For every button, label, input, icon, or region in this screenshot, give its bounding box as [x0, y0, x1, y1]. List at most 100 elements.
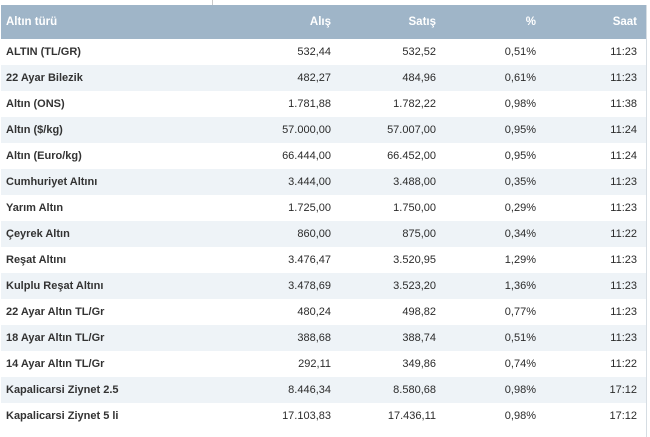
cell-sell: 17.436,11: [387, 410, 436, 422]
cell-sell: 875,00: [402, 228, 436, 240]
table-row[interactable]: Reşat Altını 3.476,47 3.520,95 1,29% 11:…: [1, 247, 646, 273]
cell-buy: 3.444,00: [288, 176, 331, 188]
cell-sell: 498,82: [402, 306, 436, 318]
cell-time: 11:23: [610, 280, 637, 292]
divider: [212, 0, 213, 5]
cell-name: Kapalicarsi Ziynet 2.5: [6, 384, 119, 396]
cell-change: 0,98%: [504, 98, 536, 110]
table-row[interactable]: Kapalicarsi Ziynet 5 li 17.103,83 17.436…: [1, 403, 646, 429]
cell-sell: 532,52: [402, 46, 436, 58]
cell-time: 11:23: [610, 176, 637, 188]
cell-name: 22 Ayar Altın TL/Gr: [6, 306, 105, 318]
cell-time: 11:38: [610, 98, 637, 110]
column-header-time[interactable]: Saat: [612, 16, 637, 28]
cell-change: 0,51%: [504, 332, 536, 344]
cell-name: 14 Ayar Altın TL/Gr: [6, 358, 105, 370]
cell-change: 0,29%: [504, 202, 536, 214]
cell-name: Yarım Altın: [6, 202, 64, 214]
cell-sell: 1.750,00: [393, 202, 436, 214]
gold-price-table: Altın türü Alış Satış % Saat ALTIN (TL/G…: [1, 5, 646, 429]
cell-time: 11:23: [610, 202, 637, 214]
cell-change: 1,36%: [504, 280, 536, 292]
column-header-change[interactable]: %: [525, 16, 536, 28]
cell-name: Altın (Euro/kg): [6, 150, 82, 162]
cell-name: ALTIN (TL/GR): [6, 46, 81, 58]
cell-name: Cumhuriyet Altını: [6, 176, 98, 188]
cell-sell: 3.520,95: [393, 254, 436, 266]
cell-change: 0,34%: [504, 228, 536, 240]
table-right-border: [646, 5, 647, 437]
cell-time: 11:23: [610, 254, 637, 266]
cell-change: 0,98%: [504, 384, 536, 396]
cell-time: 17:12: [609, 410, 637, 422]
cell-change: 0,77%: [504, 306, 536, 318]
cell-time: 11:23: [610, 306, 637, 318]
cell-sell: 57.007,00: [387, 124, 436, 136]
cell-name: Kapalicarsi Ziynet 5 li: [6, 410, 119, 422]
cell-time: 17:12: [609, 384, 637, 396]
cell-time: 11:24: [610, 124, 637, 136]
table-row[interactable]: Altın (ONS) 1.781,88 1.782,22 0,98% 11:3…: [1, 91, 646, 117]
cell-change: 0,35%: [504, 176, 536, 188]
table-row[interactable]: Çeyrek Altın 860,00 875,00 0,34% 11:22: [1, 221, 646, 247]
top-strip: [0, 0, 650, 3]
cell-buy: 57.000,00: [282, 124, 331, 136]
cell-change: 0,95%: [504, 150, 536, 162]
table-row[interactable]: Altın ($/kg) 57.000,00 57.007,00 0,95% 1…: [1, 117, 646, 143]
cell-name: Altın (ONS): [6, 98, 65, 110]
table-row[interactable]: ALTIN (TL/GR) 532,44 532,52 0,51% 11:23: [1, 39, 646, 65]
column-header-buy[interactable]: Alış: [309, 16, 331, 28]
cell-time: 11:23: [610, 46, 637, 58]
table-row[interactable]: 18 Ayar Altın TL/Gr 388,68 388,74 0,51% …: [1, 325, 646, 351]
table-row[interactable]: Kulplu Reşat Altını 3.478,69 3.523,20 1,…: [1, 273, 646, 299]
cell-sell: 1.782,22: [393, 98, 436, 110]
cell-sell: 3.488,00: [393, 176, 436, 188]
cell-buy: 388,68: [297, 332, 331, 344]
cell-sell: 3.523,20: [393, 280, 436, 292]
cell-buy: 1.725,00: [288, 202, 331, 214]
cell-buy: 1.781,88: [288, 98, 331, 110]
table-row[interactable]: Cumhuriyet Altını 3.444,00 3.488,00 0,35…: [1, 169, 646, 195]
column-header-sell[interactable]: Satış: [408, 16, 437, 28]
cell-name: Kulplu Reşat Altını: [6, 280, 104, 292]
cell-name: 18 Ayar Altın TL/Gr: [6, 332, 105, 344]
cell-change: 0,51%: [504, 46, 536, 58]
header-row: Altın türü Alış Satış % Saat: [1, 5, 646, 39]
cell-buy: 17.103,83: [282, 410, 331, 422]
cell-sell: 349,86: [402, 358, 436, 370]
cell-name: Çeyrek Altın: [6, 228, 70, 240]
cell-change: 1,29%: [504, 254, 536, 266]
table-row[interactable]: 14 Ayar Altın TL/Gr 292,11 349,86 0,74% …: [1, 351, 646, 377]
cell-time: 11:22: [610, 358, 637, 370]
table-row[interactable]: 22 Ayar Altın TL/Gr 480,24 498,82 0,77% …: [1, 299, 646, 325]
cell-buy: 3.476,47: [288, 254, 331, 266]
table-row[interactable]: 22 Ayar Bilezik 482,27 484,96 0,61% 11:2…: [1, 65, 646, 91]
cell-change: 0,61%: [504, 72, 536, 84]
cell-buy: 482,27: [297, 72, 331, 84]
table-row[interactable]: Altın (Euro/kg) 66.444,00 66.452,00 0,95…: [1, 143, 646, 169]
cell-buy: 8.446,34: [288, 384, 331, 396]
cell-change: 0,98%: [504, 410, 536, 422]
cell-change: 0,95%: [504, 124, 536, 136]
cell-change: 0,74%: [504, 358, 536, 370]
cell-buy: 532,44: [297, 46, 331, 58]
cell-time: 11:22: [610, 228, 637, 240]
cell-buy: 292,11: [298, 358, 331, 370]
table-row[interactable]: Yarım Altın 1.725,00 1.750,00 0,29% 11:2…: [1, 195, 646, 221]
cell-sell: 484,96: [402, 72, 436, 84]
cell-buy: 860,00: [297, 228, 331, 240]
cell-name: Reşat Altını: [6, 254, 67, 266]
table-header: Altın türü Alış Satış % Saat: [1, 5, 646, 39]
table-row[interactable]: Kapalicarsi Ziynet 2.5 8.446,34 8.580,68…: [1, 377, 646, 403]
cell-name: Altın ($/kg): [6, 124, 63, 136]
cell-name: 22 Ayar Bilezik: [6, 72, 83, 84]
cell-sell: 388,74: [402, 332, 436, 344]
cell-sell: 8.580,68: [393, 384, 436, 396]
cell-buy: 66.444,00: [282, 150, 331, 162]
cell-time: 11:23: [610, 332, 637, 344]
column-header-name[interactable]: Altın türü: [6, 16, 58, 28]
cell-time: 11:24: [610, 150, 637, 162]
cell-buy: 3.478,69: [288, 280, 331, 292]
cell-sell: 66.452,00: [387, 150, 436, 162]
